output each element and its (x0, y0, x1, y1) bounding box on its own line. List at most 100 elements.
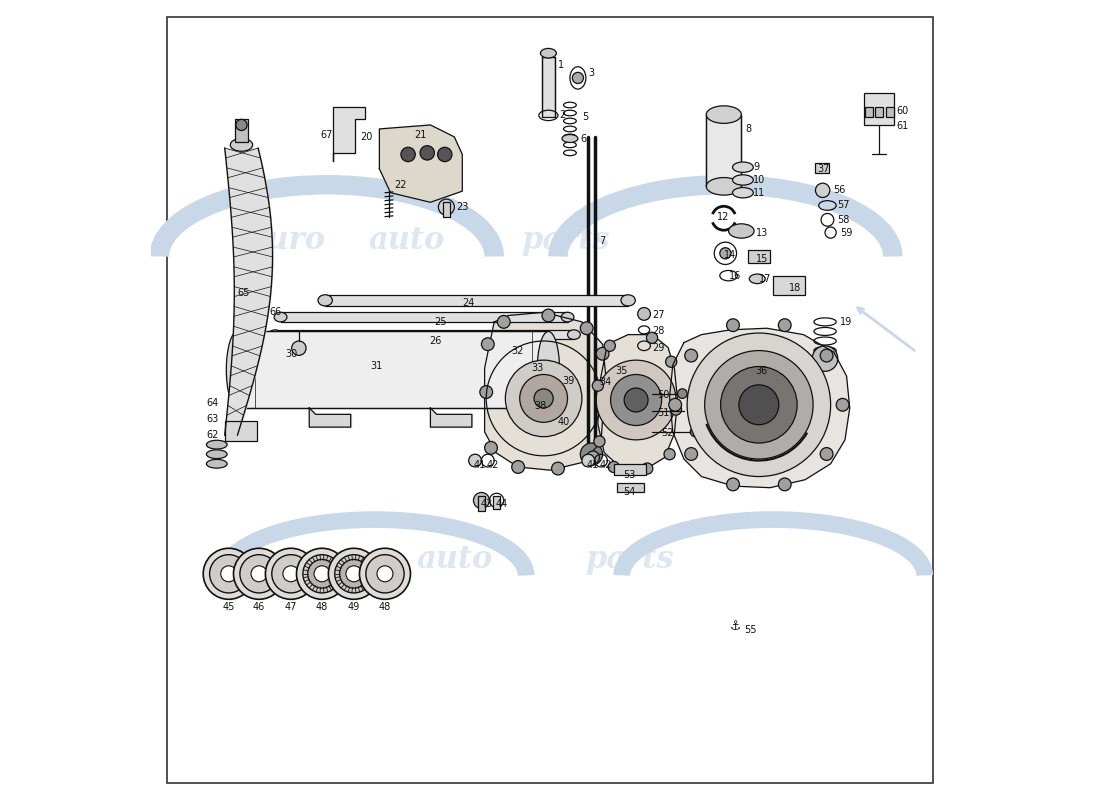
Ellipse shape (207, 440, 227, 449)
Circle shape (572, 72, 583, 83)
Text: 19: 19 (840, 317, 852, 327)
Bar (748, 250, 770, 263)
Circle shape (308, 559, 337, 588)
Ellipse shape (749, 274, 766, 284)
Circle shape (551, 462, 564, 475)
Polygon shape (309, 408, 351, 427)
Circle shape (329, 548, 379, 599)
Circle shape (221, 566, 236, 582)
Bar (617, 483, 645, 493)
Ellipse shape (706, 178, 741, 195)
Circle shape (624, 388, 648, 412)
Text: 55: 55 (745, 625, 757, 634)
Circle shape (604, 340, 615, 351)
Text: 34: 34 (600, 378, 612, 387)
Ellipse shape (318, 294, 332, 306)
Text: 10: 10 (754, 175, 766, 185)
Text: 64: 64 (207, 398, 219, 408)
Text: 12: 12 (717, 212, 729, 222)
Circle shape (641, 463, 652, 474)
Text: ⚓: ⚓ (729, 620, 740, 633)
Circle shape (233, 548, 285, 599)
Polygon shape (670, 328, 850, 488)
Circle shape (836, 398, 849, 411)
Text: 43: 43 (481, 498, 493, 509)
Circle shape (821, 448, 833, 460)
Ellipse shape (207, 450, 227, 458)
Text: 24: 24 (462, 298, 475, 308)
Circle shape (439, 199, 454, 215)
Circle shape (535, 389, 553, 408)
Circle shape (821, 350, 833, 362)
Ellipse shape (733, 187, 754, 198)
Circle shape (497, 315, 510, 328)
Circle shape (685, 350, 697, 362)
Text: 26: 26 (429, 336, 441, 346)
Text: 21: 21 (415, 130, 427, 140)
Text: 40: 40 (558, 418, 570, 427)
Bar (542, 57, 554, 117)
Text: 60: 60 (896, 106, 909, 117)
Text: 48: 48 (316, 602, 328, 612)
Text: 59: 59 (840, 227, 852, 238)
Text: 36: 36 (756, 366, 768, 376)
Polygon shape (430, 408, 472, 427)
Circle shape (345, 566, 362, 582)
Ellipse shape (207, 459, 227, 468)
Text: 9: 9 (754, 162, 759, 172)
Text: 48: 48 (378, 602, 392, 612)
Text: 39: 39 (563, 376, 575, 386)
Circle shape (720, 366, 798, 443)
Circle shape (251, 566, 267, 582)
Text: 41: 41 (473, 460, 486, 470)
Circle shape (334, 554, 373, 593)
Circle shape (719, 248, 732, 259)
Ellipse shape (706, 106, 741, 123)
Circle shape (610, 374, 661, 426)
Text: 25: 25 (434, 317, 447, 327)
Text: 16: 16 (728, 270, 740, 281)
Text: 20: 20 (361, 132, 373, 142)
Bar (224, 421, 256, 442)
Circle shape (542, 309, 554, 322)
Circle shape (812, 346, 838, 371)
Text: 6: 6 (581, 134, 586, 143)
Polygon shape (597, 334, 678, 470)
Circle shape (596, 402, 609, 414)
Circle shape (592, 380, 604, 391)
Circle shape (670, 404, 682, 415)
Circle shape (469, 454, 482, 467)
Circle shape (420, 146, 434, 160)
Text: 15: 15 (756, 254, 768, 264)
Bar (865, 107, 873, 117)
Text: 56: 56 (833, 186, 846, 195)
Text: 61: 61 (896, 121, 909, 130)
Polygon shape (485, 312, 606, 470)
Circle shape (669, 398, 682, 411)
Text: 47: 47 (285, 602, 297, 612)
Ellipse shape (268, 330, 282, 339)
Bar (275, 330, 574, 339)
Text: 58: 58 (837, 215, 849, 225)
Circle shape (473, 493, 490, 509)
Text: 45: 45 (222, 602, 235, 612)
Circle shape (485, 442, 497, 454)
Text: 46: 46 (253, 602, 265, 612)
Circle shape (727, 318, 739, 331)
Circle shape (265, 548, 317, 599)
Circle shape (366, 554, 404, 593)
Circle shape (360, 548, 410, 599)
Circle shape (688, 333, 830, 477)
Bar (876, 107, 883, 117)
Text: parts: parts (585, 544, 674, 575)
Bar (235, 119, 248, 142)
Circle shape (586, 451, 600, 464)
Ellipse shape (733, 162, 754, 172)
Circle shape (582, 454, 595, 467)
Text: 27: 27 (652, 310, 664, 321)
Text: 17: 17 (759, 274, 771, 284)
Circle shape (400, 147, 416, 162)
Circle shape (204, 548, 254, 599)
Text: 67: 67 (320, 130, 333, 140)
Circle shape (678, 389, 688, 398)
